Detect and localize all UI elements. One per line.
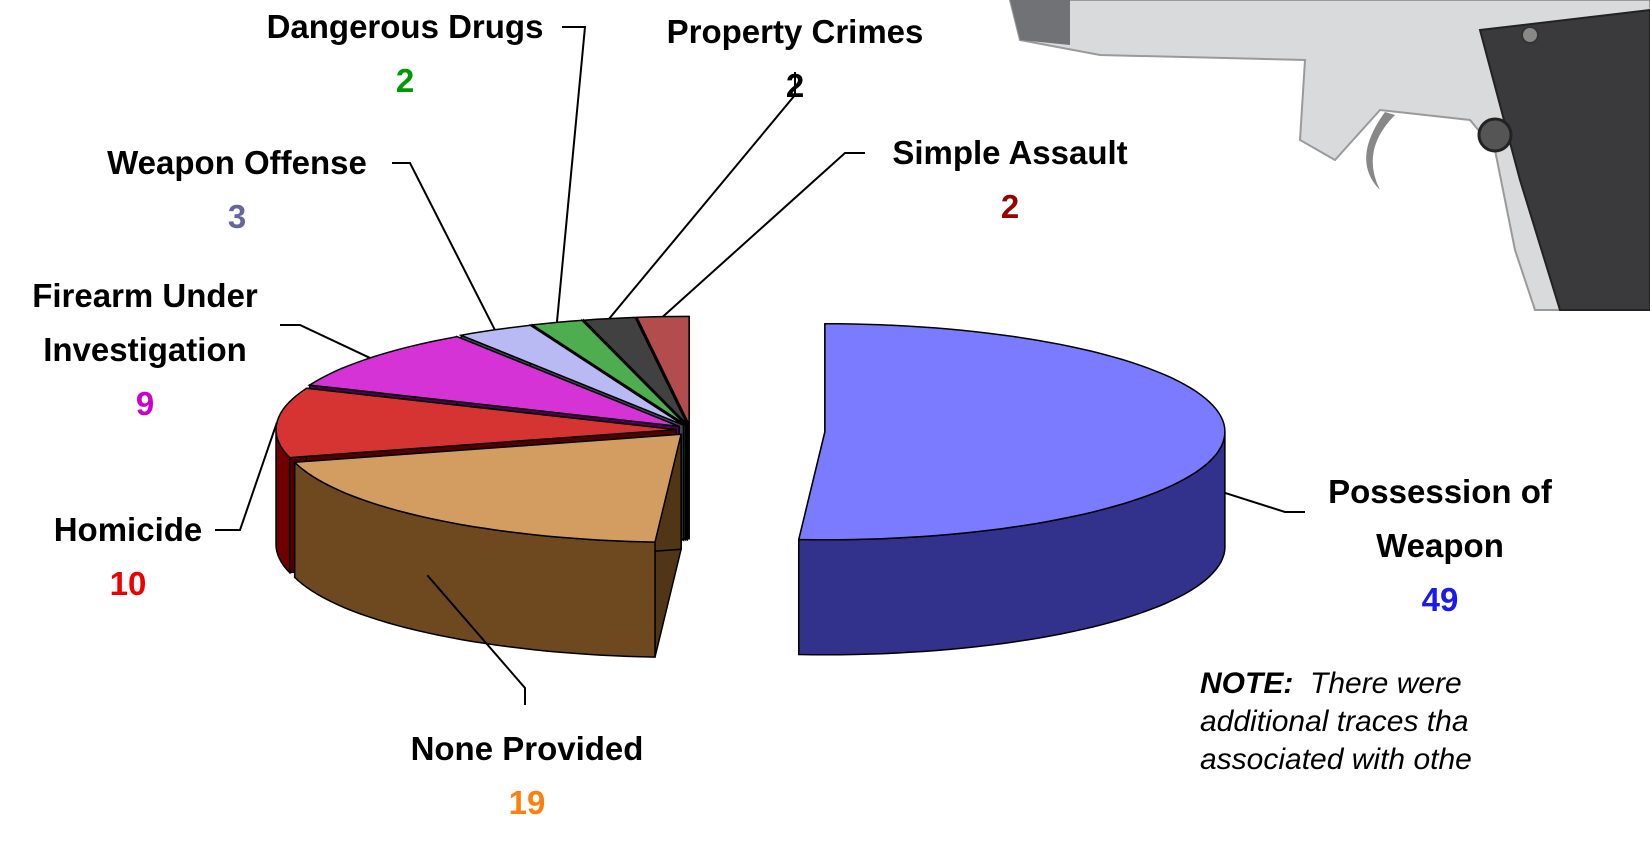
pie: [215, 27, 1305, 705]
leader-line: [215, 423, 277, 530]
leader-line: [663, 153, 865, 317]
leader-line: [1225, 493, 1305, 512]
value-label: 2: [892, 180, 1127, 234]
category-label: None Provided: [411, 722, 644, 776]
value-label: 19: [411, 776, 644, 830]
leader-line: [280, 325, 370, 358]
page: Pie chart html, body { margin: 0; paddin…: [0, 0, 1650, 858]
leader-line: [392, 163, 495, 330]
slide: {"chart_data": {"type": "pie3d", "catego…: [0, 0, 1650, 858]
note-line: There were: [1310, 667, 1462, 700]
note-line: associated with othe: [1200, 743, 1472, 776]
category-label: Simple Assault: [892, 126, 1127, 180]
note-label: NOTE:: [1200, 667, 1293, 700]
note-line: additional traces tha: [1200, 705, 1469, 738]
value-label: 3: [107, 190, 367, 244]
value-label: 2: [667, 59, 924, 113]
note: NOTE: There were additional traces tha a…: [1200, 665, 1472, 779]
category-label: Property Crimes: [667, 5, 924, 59]
value-label: 49: [1310, 573, 1570, 627]
category-label: Homicide: [54, 503, 203, 557]
category-label: Firearm Under Investigation: [0, 269, 290, 377]
category-label: Possession of Weapon: [1310, 465, 1570, 573]
value-label: 2: [267, 54, 544, 108]
category-label: Dangerous Drugs: [267, 0, 544, 54]
value-label: 9: [0, 377, 290, 431]
category-label: Weapon Offense: [107, 136, 367, 190]
leader-line: [557, 27, 585, 322]
slice-group: [799, 324, 1225, 655]
value-label: 10: [54, 557, 203, 611]
slice-group: [295, 434, 681, 657]
